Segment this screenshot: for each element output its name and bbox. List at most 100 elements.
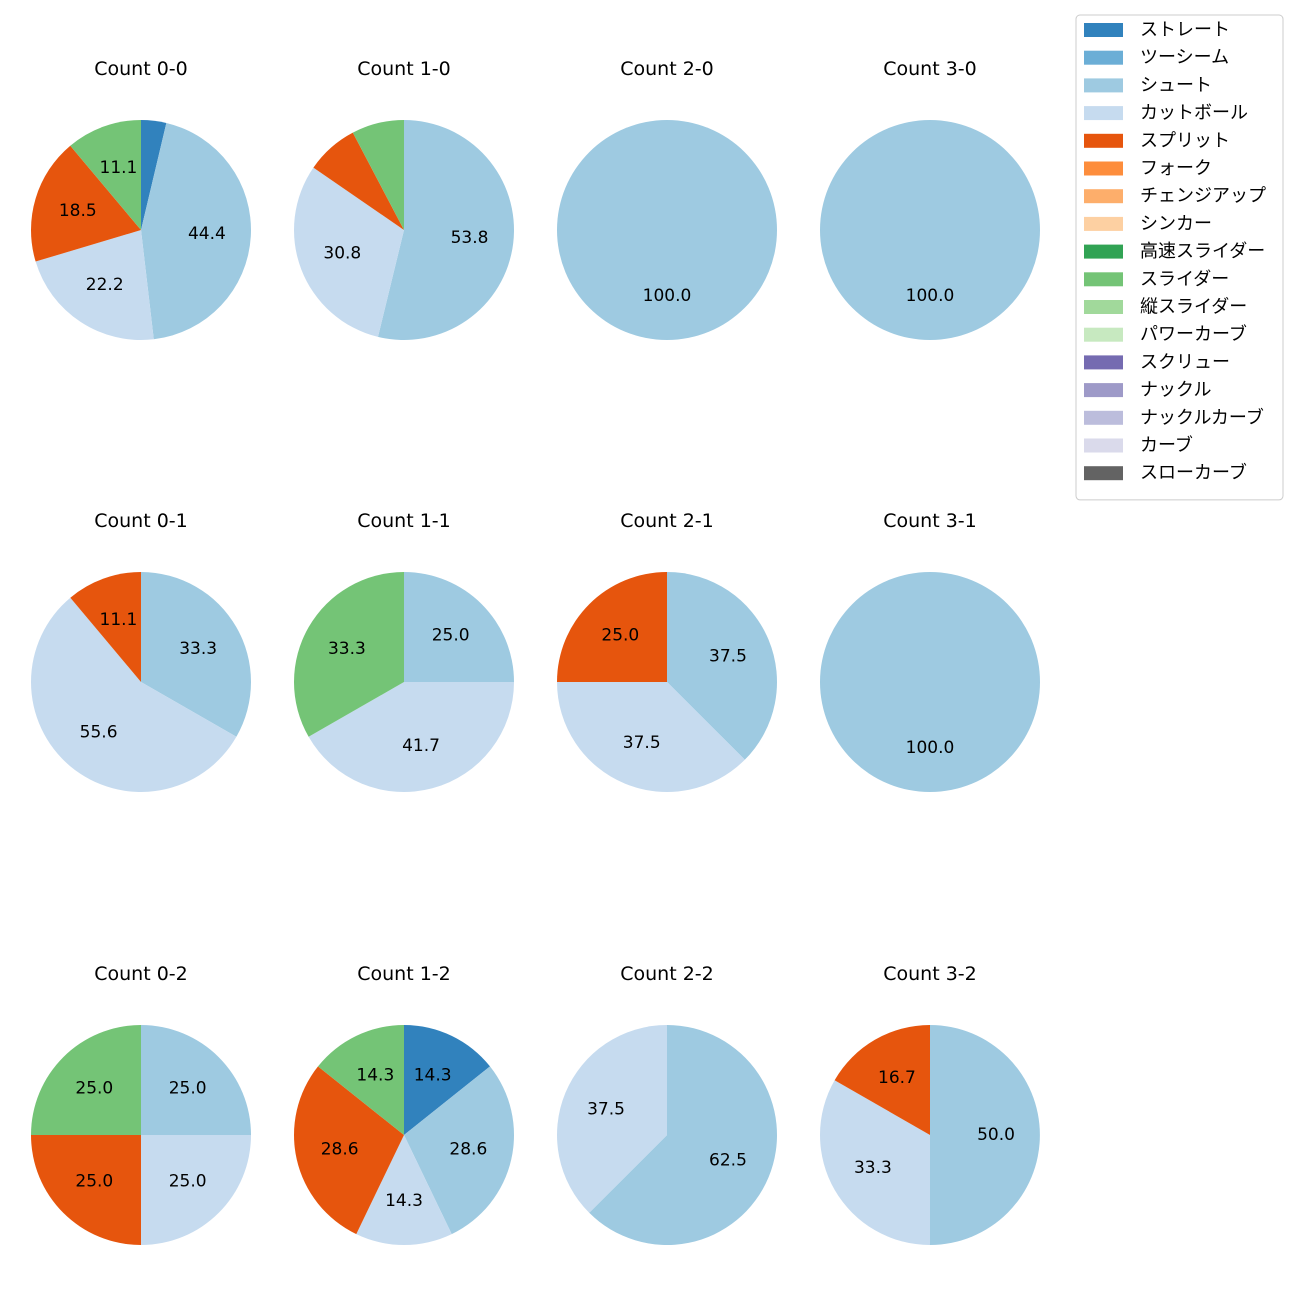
legend-swatch: [1084, 466, 1123, 481]
legend-item: スプリット: [1084, 130, 1230, 151]
pie-slice: [557, 572, 667, 682]
pie-title: Count 2-2: [620, 963, 714, 985]
legend-item: フォーク: [1084, 158, 1212, 179]
legend-label: スローカーブ: [1140, 462, 1247, 484]
pie-slice: [141, 1135, 251, 1245]
pie-11: Count 2-2 62.5 37.5: [557, 963, 778, 1246]
slice-label: 28.6: [321, 1140, 359, 1160]
pie-slice: [377, 120, 515, 340]
slice-label: 25.0: [75, 1078, 113, 1098]
legend-item: スローカーブ: [1084, 462, 1247, 484]
slice-label: 14.3: [385, 1191, 423, 1211]
slice-label: 22.2: [86, 275, 124, 295]
pies-layer: Count 0-0 44.4 22.2 18.5 11.1 Count 1-0 53.8 30…: [30, 58, 1040, 1246]
legend-item: ストレート: [1084, 20, 1230, 41]
pie-title: Count 2-0: [620, 58, 714, 80]
pie-9: Count 0-2 25.0 25.0 25.0 25.0: [31, 963, 251, 1245]
pie-slice: [313, 132, 404, 230]
pie-slice: [557, 1025, 667, 1213]
legend-swatch: [1084, 133, 1123, 148]
pie-slice: [308, 682, 514, 793]
pie-3: Count 2-0 100.0: [557, 58, 777, 340]
slice-label: 30.8: [323, 244, 361, 264]
slice-label: 33.3: [854, 1158, 892, 1178]
legend-label: カーブ: [1140, 434, 1193, 456]
pie-slice: [293, 167, 404, 337]
pie-4: Count 3-0 100.0: [820, 58, 1040, 340]
pie-slice: [404, 572, 514, 682]
slice-label: 25.0: [432, 625, 470, 645]
pie-1: Count 0-0 44.4 22.2 18.5 11.1: [30, 58, 251, 341]
legend-swatch: [1084, 244, 1123, 259]
legend-label: スプリット: [1140, 130, 1230, 151]
pie-title: Count 0-0: [94, 58, 188, 80]
legend-swatch: [1084, 50, 1123, 65]
slice-label: 18.5: [59, 201, 97, 221]
slice-label: 41.7: [402, 736, 440, 756]
legend-label: シュート: [1140, 75, 1212, 96]
slice-label: 62.5: [709, 1150, 747, 1170]
legend-swatch: [1084, 300, 1123, 314]
legend-label: パワーカーブ: [1140, 323, 1247, 345]
pie-title: Count 0-2: [94, 963, 188, 985]
legend-label: ツーシーム: [1140, 47, 1229, 68]
slice-label: 14.3: [414, 1066, 452, 1086]
pie-slice: [141, 122, 251, 340]
legend-swatch: [1084, 23, 1123, 37]
legend-item: パワーカーブ: [1084, 323, 1247, 345]
legend-swatch: [1084, 410, 1123, 425]
pie-title: Count 1-2: [357, 963, 451, 985]
legend-label: ストレート: [1140, 20, 1230, 41]
legend-swatch: [1084, 106, 1123, 121]
pie-slice: [667, 572, 777, 760]
pie-2: Count 1-0 53.8 30.8: [293, 58, 515, 340]
legend-swatch: [1084, 355, 1123, 370]
legend-item: ナックル: [1084, 380, 1211, 401]
pie-6: Count 1-1 25.0 41.7 33.3: [293, 510, 514, 793]
slice-label: 37.5: [587, 1100, 625, 1120]
legend-item: カットボール: [1084, 103, 1248, 124]
slice-label: 25.0: [601, 625, 639, 645]
legend-label: チェンジアップ: [1140, 186, 1266, 207]
legend-swatch: [1084, 327, 1123, 342]
legend-swatch: [1084, 216, 1123, 231]
pie-slice: [141, 120, 167, 230]
pie-slice: [141, 1025, 251, 1135]
pie-slice: [35, 230, 154, 341]
slice-label: 44.4: [188, 224, 226, 244]
pie-slice: [293, 572, 404, 737]
pie-title: Count 0-1: [94, 510, 188, 532]
slice-label: 53.8: [451, 228, 489, 248]
pie-slice: [557, 120, 777, 340]
legend-label: フォーク: [1140, 158, 1212, 179]
legend-item: シンカー: [1084, 213, 1212, 234]
pie-slice: [819, 1080, 930, 1245]
pie-slice: [31, 1025, 141, 1135]
slice-label: 33.3: [179, 639, 217, 659]
legend-label: ナックル: [1140, 380, 1211, 401]
slice-label: 50.0: [977, 1125, 1015, 1145]
pie-slice: [70, 120, 141, 230]
legend-label: シンカー: [1140, 213, 1212, 234]
slice-label: 25.0: [169, 1172, 207, 1192]
legend: ストレートツーシームシュートカットボールスプリットフォークチェンジアップシンカー…: [1075, 14, 1284, 501]
pie-slice: [31, 1135, 141, 1245]
pie-title: Count 1-0: [357, 58, 451, 80]
pie-slice: [589, 1025, 778, 1246]
slice-label: 100.0: [643, 286, 692, 306]
pie-10: Count 1-2 14.3 28.6 14.3 28.6 14.3: [294, 963, 514, 1246]
slice-label: 33.3: [328, 639, 366, 659]
legend-frame: [1075, 14, 1284, 501]
legend-item: スクリュー: [1084, 352, 1230, 373]
slice-label: 16.7: [878, 1068, 916, 1088]
pie-slice: [820, 120, 1040, 340]
legend-item: シュート: [1084, 75, 1212, 96]
slice-label: 37.5: [623, 733, 661, 753]
pie-slice: [30, 145, 141, 262]
pie-12: Count 3-2 50.0 33.3 16.7: [819, 963, 1040, 1245]
pie-title: Count 3-0: [883, 58, 977, 80]
legend-swatch: [1084, 78, 1123, 93]
pie-slice: [352, 120, 404, 230]
pie-title: Count 2-1: [620, 510, 714, 532]
